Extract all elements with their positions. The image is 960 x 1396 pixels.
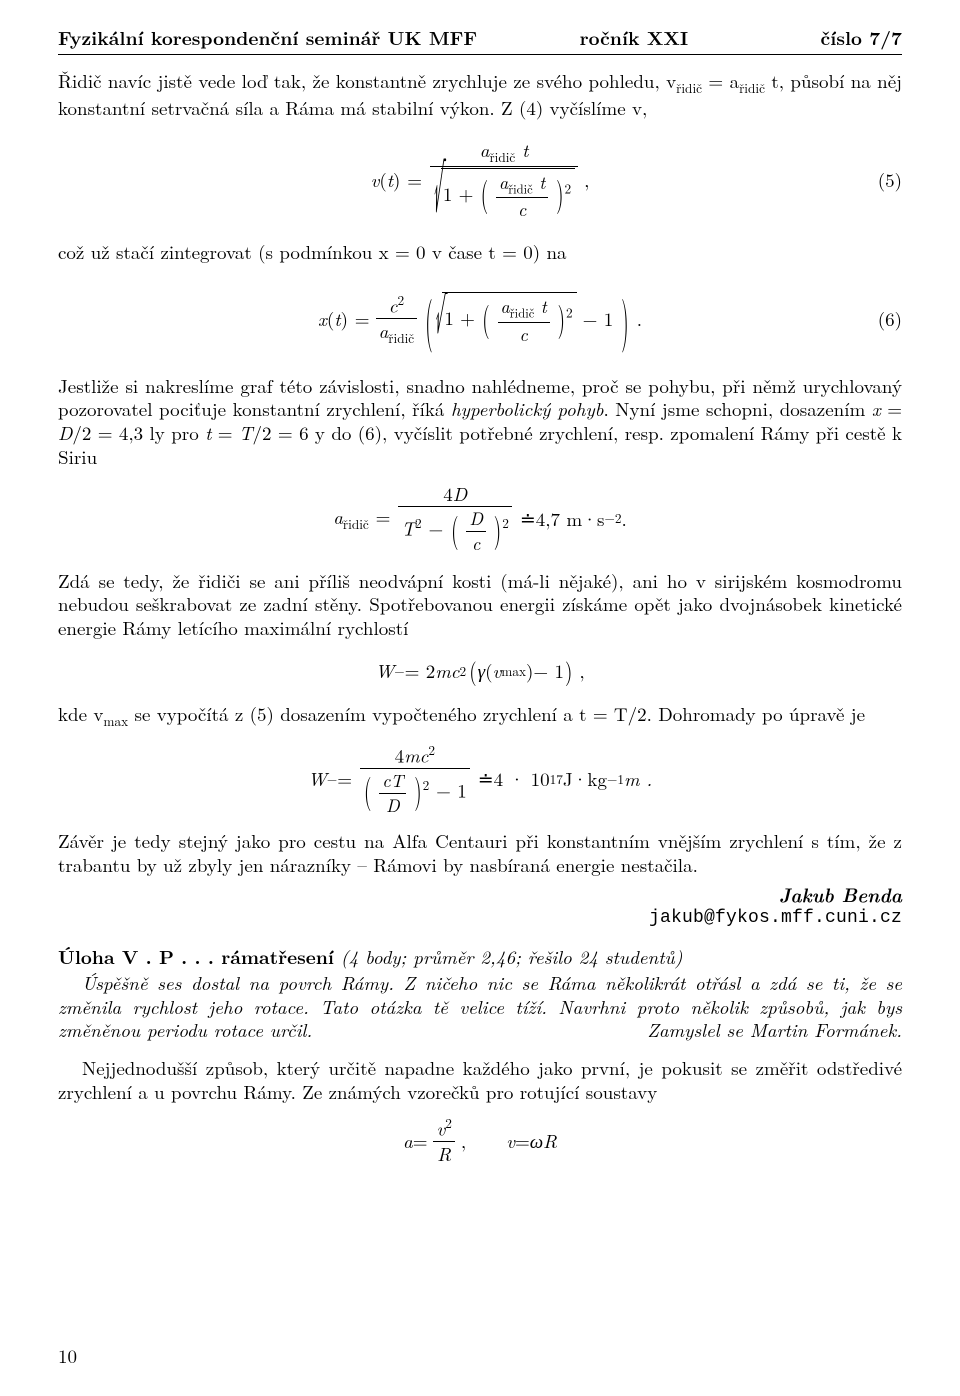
eq6-tag: (6)	[878, 307, 902, 331]
p1-text-a: Řidič navíc jistě vede loď tak, že konst…	[58, 67, 676, 94]
task-title: Úloha V . P . . . rámatřesení	[58, 942, 334, 970]
task-meta: (4 body; průměr 2,46; řešilo 24 studentů…	[334, 943, 682, 970]
p2-text: což už stačí zintegrovat (s podmínkou x …	[58, 238, 567, 265]
p5-text-b: se vypočítá z (5) dosazením vypočteného …	[128, 700, 865, 727]
paragraph-2: což už stačí zintegrovat (s podmínkou x …	[58, 240, 902, 264]
eq-W2-exp: 17	[550, 771, 563, 788]
paragraph-6: Závěr je tedy stejný jako pro cestu na A…	[58, 829, 902, 877]
p5-text-a: kde v	[58, 700, 103, 727]
p1-sub1: řidič	[676, 78, 702, 97]
equation-W1: W− = 2mc2 (γ (vmax) − 1) ,	[58, 650, 902, 692]
task-body: Úspěšně ses dostal na povrch Rámy. Z nič…	[58, 971, 902, 1042]
header-right: číslo 7/7	[821, 26, 902, 50]
eq-acc-value: 4,7 m·s	[536, 507, 605, 531]
p5-sub: max	[103, 711, 128, 730]
equation-acc: ařidič = 4D T2 − ( D c )2 ≐ 4,7 m·s−2 .	[58, 479, 902, 559]
eq-W2-tail: m .	[624, 767, 652, 791]
equation-6: x(t) = c2 ařidič ( √ 1 + ( ařidič t c )2	[58, 274, 902, 364]
author-signature: Jakub Benda jakub@fykos.mff.cuni.cz	[58, 883, 902, 929]
page-number: 10	[58, 1344, 77, 1368]
eq-W2-coef: 4 · 10	[494, 767, 550, 791]
header-center: ročník XXI	[580, 26, 719, 50]
author-email: jakub@fykos.mff.cuni.cz	[58, 907, 902, 930]
equation-W2: W− = 4mc2 ( cT D )2 − 1 ≐ 4 · 1017 J·kg−…	[58, 739, 902, 819]
task-heading: Úloha V . P . . . rámatřesení (4 body; p…	[58, 945, 902, 969]
paragraph-1: Řidič navíc jistě vede loď tak, že konst…	[58, 69, 902, 120]
eq-W2-unit: J·kg	[563, 767, 607, 791]
running-header: Fyzikální korespondenční seminář UK MFF …	[58, 26, 902, 55]
author-name: Jakub Benda	[58, 883, 902, 907]
eq-acc-exp: −2	[604, 510, 621, 527]
p1-sub2: řidič	[739, 78, 765, 97]
task-attribution: Zamyslel se Martin Formánek.	[647, 1018, 902, 1042]
equation-5: v(t) = ařidič t √ 1 + ( ařidič t c	[58, 130, 902, 230]
paragraph-4: Zdá se tedy, že řidiči se ani příliš neo…	[58, 569, 902, 640]
eq5-tag: (5)	[878, 168, 902, 192]
p1-text-b: = a	[702, 67, 739, 94]
header-left: Fyzikální korespondenční seminář UK MFF	[58, 26, 477, 50]
page-root: Fyzikální korespondenční seminář UK MFF …	[0, 0, 960, 1396]
paragraph-3: Jestliže si nakreslíme graf této závislo…	[58, 374, 902, 469]
equation-centrifugal: a = v2 R , v = ωR	[58, 1114, 902, 1168]
paragraph-5: kde vmax se vypočítá z (5) dosazením vyp…	[58, 702, 902, 729]
paragraph-7: Nejjednodušší způsob, který určitě napad…	[58, 1056, 902, 1104]
eq-W2-unitexp: −1	[607, 771, 624, 788]
